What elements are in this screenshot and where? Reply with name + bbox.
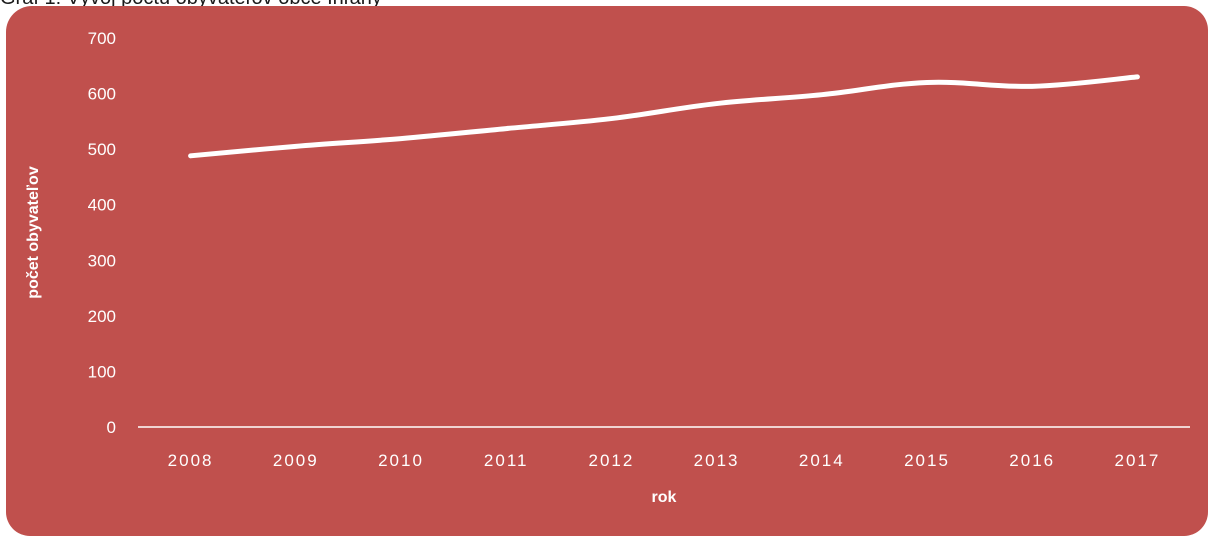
x-tick-label: 2015 — [904, 451, 950, 470]
y-tick-label: 400 — [88, 196, 116, 215]
y-tick-label: 300 — [88, 251, 116, 270]
x-tick-label: 2016 — [1009, 451, 1055, 470]
x-tick-label: 2017 — [1114, 451, 1160, 470]
x-tick-label: 2011 — [484, 451, 529, 470]
x-axis-title: rok — [652, 489, 677, 506]
y-axis-tick-labels: 0 100 200 300 400 500 600 700 — [88, 29, 116, 437]
y-axis-title: počet obyvateľov — [25, 166, 42, 299]
chart-area: 0 100 200 300 400 500 600 700 2008 2009 2010 2011 2… — [6, 6, 1208, 536]
x-tick-label: 2009 — [273, 451, 319, 470]
x-tick-label: 2012 — [588, 451, 634, 470]
y-tick-label: 700 — [88, 29, 116, 48]
drop-lines — [189, 76, 1139, 427]
x-tick-label: 2008 — [168, 451, 214, 470]
y-tick-label: 100 — [88, 362, 116, 381]
series-line — [188, 74, 1140, 159]
x-tick-label: 2010 — [378, 451, 424, 470]
y-tick-label: 0 — [107, 418, 116, 437]
y-tick-label: 200 — [88, 307, 116, 326]
y-tick-label: 600 — [88, 85, 116, 104]
x-axis-tick-labels: 2008 2009 2010 2011 2012 2013 2014 2015 2016 2017 — [168, 451, 1160, 470]
x-tick-label: 2013 — [694, 451, 740, 470]
x-tick-label: 2014 — [799, 451, 845, 470]
chart-caption: Graf 1: Vývoj počtu obyvateľov obce Ihľa… — [0, 0, 382, 10]
y-tick-label: 500 — [88, 140, 116, 159]
